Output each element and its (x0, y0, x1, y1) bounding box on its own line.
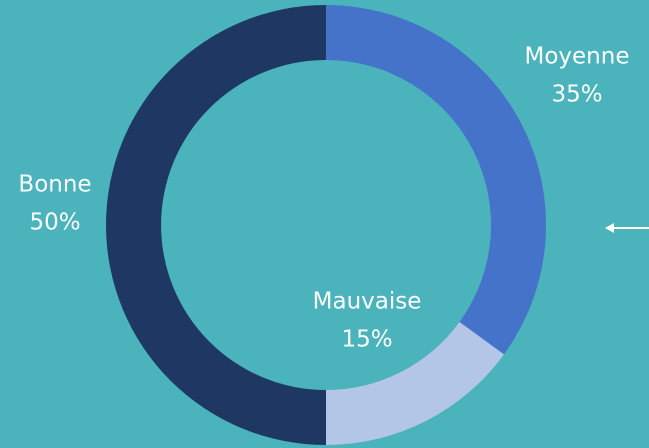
donut-segment (106, 5, 326, 445)
arrow (605, 223, 649, 233)
value-label: 15% (341, 327, 392, 353)
value-label: 50% (29, 210, 80, 236)
category-label: Mauvaise (313, 289, 422, 315)
donut-segment (326, 5, 546, 355)
donut-segment (326, 321, 504, 445)
arrow-head (605, 223, 614, 233)
value-label: 35% (551, 82, 602, 108)
category-label: Moyenne (525, 44, 630, 70)
category-label: Bonne (18, 172, 91, 198)
